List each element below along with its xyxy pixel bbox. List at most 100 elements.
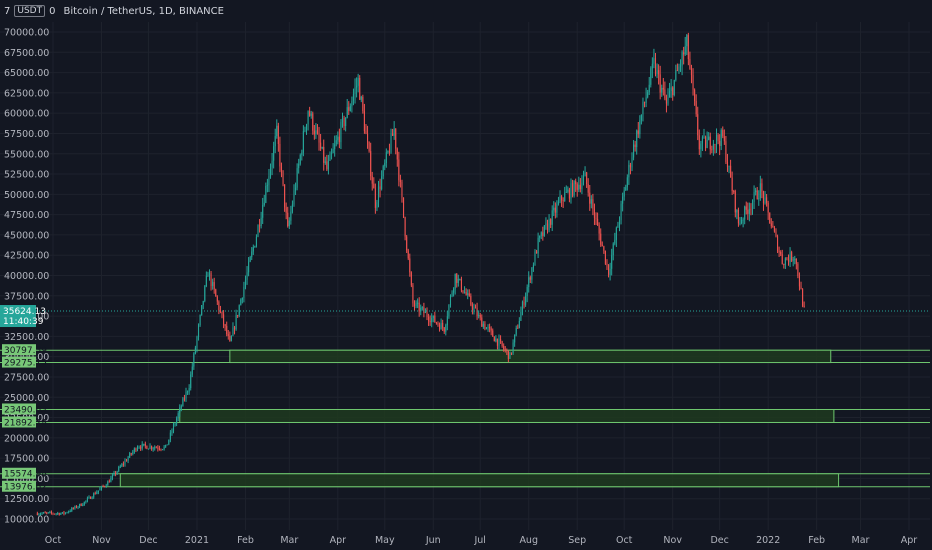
- candle-body: [147, 448, 150, 450]
- candle-body: [492, 330, 494, 337]
- candle-body: [435, 322, 437, 324]
- candle-body: [341, 118, 344, 122]
- candle-body: [598, 225, 600, 234]
- currency-badge[interactable]: USDT: [14, 5, 46, 17]
- candle-body: [352, 94, 355, 101]
- candle-body: [437, 323, 439, 325]
- candle-body: [636, 130, 638, 148]
- candle-body: [79, 503, 81, 507]
- candle-body: [659, 74, 661, 93]
- candle-body: [363, 111, 365, 131]
- candle-body: [766, 197, 768, 203]
- candle-body: [719, 140, 721, 146]
- candle-body: [266, 185, 268, 187]
- candle-body: [413, 303, 416, 307]
- time-tick-label: Feb: [808, 535, 825, 546]
- candle-body: [731, 177, 733, 191]
- candle-body: [218, 301, 220, 311]
- candle-body: [579, 184, 581, 189]
- candle-body: [484, 323, 486, 330]
- candle-body: [777, 236, 779, 252]
- candle-body: [564, 192, 566, 202]
- price-tick-label: 62500.00: [4, 88, 49, 99]
- candle-body: [512, 342, 514, 353]
- candle-body: [102, 486, 104, 488]
- support-zones: [0, 349, 930, 488]
- candle-body: [90, 496, 92, 499]
- candle-body: [43, 512, 45, 514]
- candle-body: [116, 471, 118, 474]
- candle-body: [664, 89, 666, 99]
- candle-body: [690, 68, 693, 76]
- candle-body: [252, 247, 254, 252]
- candle-body: [202, 300, 204, 306]
- candle-body: [756, 190, 758, 200]
- candle-body: [562, 200, 564, 202]
- candle-body: [604, 250, 606, 264]
- candle-body: [440, 322, 442, 330]
- candle-body: [144, 443, 146, 446]
- price-axis[interactable]: 10000.00 12500.00 15000.00 17500.00 20000.00…: [4, 28, 49, 526]
- candle-body: [487, 327, 489, 329]
- candle-body: [332, 149, 334, 153]
- candle-body: [460, 278, 462, 291]
- candle-body: [61, 512, 63, 514]
- candle-body: [171, 431, 173, 433]
- candle-body: [208, 273, 211, 276]
- candle-body: [60, 513, 62, 515]
- candle-body: [407, 250, 409, 259]
- price-tick-label: 20000.00: [4, 433, 49, 444]
- candle-body: [307, 111, 309, 125]
- zone-label-bg: [2, 344, 36, 356]
- candle-body: [327, 160, 329, 170]
- price-tick-label: 70000.00: [4, 28, 49, 39]
- time-axis[interactable]: Oct Nov Dec 2021 Feb Mar Apr May Jun Jul Aug Sep Oct…: [45, 535, 918, 546]
- candle-body: [711, 149, 713, 151]
- candle-body: [473, 307, 475, 310]
- candle-body: [600, 233, 602, 245]
- candle-body: [744, 206, 746, 220]
- time-tick-label: Oct: [616, 535, 633, 546]
- candle-body: [187, 391, 189, 393]
- candle-body: [603, 246, 605, 251]
- candle-body: [576, 184, 578, 190]
- candle-body: [312, 113, 314, 131]
- candle-body: [168, 439, 170, 445]
- symbol-title: Bitcoin / TetherUS, 1D, BINANCE: [63, 5, 224, 17]
- candle-body: [161, 449, 164, 451]
- candle-body: [230, 336, 232, 341]
- candle-body: [589, 192, 591, 204]
- candle-body: [471, 304, 473, 310]
- candle-body: [781, 254, 783, 264]
- candle-body: [310, 113, 312, 116]
- candle-body: [96, 492, 98, 495]
- candle-body: [489, 327, 491, 329]
- candle-body: [697, 114, 699, 136]
- candle-body: [445, 325, 447, 332]
- candle-body: [68, 511, 70, 513]
- time-tick-label: 2021: [185, 535, 209, 546]
- candle-body: [210, 273, 212, 287]
- candles: [36, 32, 805, 516]
- price-tick-label: 55000.00: [4, 149, 49, 160]
- candle-body: [356, 85, 358, 88]
- candle-body: [462, 290, 464, 293]
- time-tick-label: Oct: [45, 535, 62, 546]
- candle-body: [368, 141, 370, 152]
- candle-body: [747, 209, 749, 214]
- candle-body: [789, 252, 791, 263]
- candle-body: [190, 374, 192, 389]
- candle-body: [625, 187, 627, 191]
- price-tick-label: 10000.00: [4, 515, 49, 526]
- candle-body: [725, 141, 727, 162]
- candle-body: [105, 485, 107, 487]
- candle-body: [158, 448, 160, 450]
- candle-body: [612, 243, 614, 256]
- candle-body: [301, 152, 303, 155]
- candle-body: [280, 166, 283, 171]
- candle-body: [507, 350, 509, 359]
- candle-body: [107, 481, 109, 486]
- candle-body: [717, 134, 719, 141]
- candle-body: [550, 218, 552, 225]
